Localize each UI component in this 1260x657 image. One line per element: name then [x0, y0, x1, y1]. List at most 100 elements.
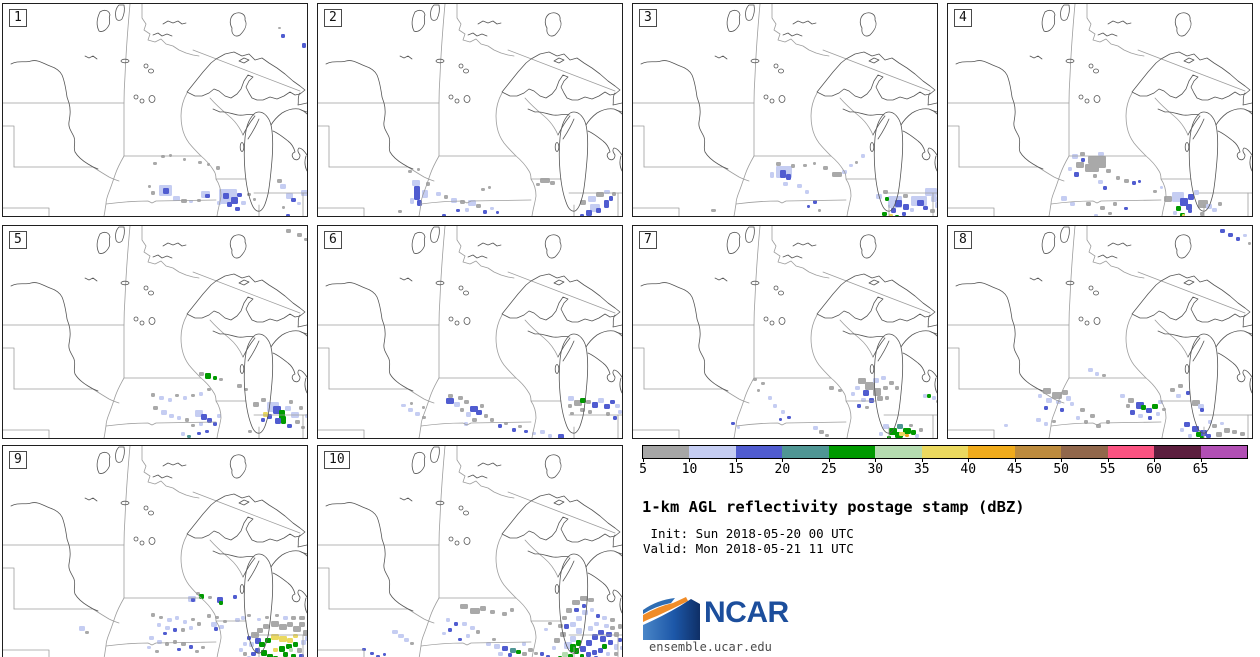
reflectivity-echo [858, 378, 866, 384]
colorbar-tick [735, 459, 737, 462]
colorbar-tick-label: 10 [681, 462, 698, 477]
reflectivity-echo [873, 388, 881, 396]
reflectivity-echo [582, 604, 586, 608]
reflectivity-echo [791, 164, 795, 168]
reflectivity-echo [1188, 194, 1194, 200]
reflectivity-echo [768, 396, 772, 400]
reflectivity-echo [865, 382, 875, 390]
member-panel-9: 9 [2, 445, 308, 657]
reflectivity-echo [470, 608, 480, 614]
reflectivity-echo [458, 638, 462, 641]
reflectivity-echo [882, 212, 887, 216]
reflectivity-echo [813, 162, 816, 165]
reflectivity-echo [1236, 237, 1240, 241]
reflectivity-echo [618, 624, 622, 629]
reflectivity-echo [191, 424, 195, 427]
reflectivity-echo [932, 396, 936, 400]
reflectivity-echo [564, 624, 569, 629]
reflectivity-echo [173, 640, 177, 644]
reflectivity-echo [286, 193, 293, 199]
reflectivity-echo [1076, 162, 1084, 168]
reflectivity-echo [1200, 212, 1204, 216]
reflectivity-echo [492, 638, 496, 641]
reflectivity-echo [604, 200, 609, 208]
colorbar-tick [1154, 459, 1156, 462]
reflectivity-echo [168, 398, 172, 402]
reflectivity-echo [711, 209, 716, 212]
reflectivity-echo [849, 164, 853, 167]
reflectivity-echo [1080, 408, 1085, 412]
ncar-swoosh-icon [643, 597, 700, 640]
reflectivity-echo [301, 640, 306, 645]
reflectivity-echo [1216, 432, 1222, 437]
reflectivity-echo [195, 650, 199, 653]
reflectivity-echo [1188, 209, 1192, 213]
reflectivity-echo [832, 172, 842, 177]
reflectivity-echo [476, 630, 480, 634]
reflectivity-echo [483, 210, 487, 214]
reflectivity-echo [1170, 388, 1175, 392]
reflectivity-echo [163, 632, 167, 635]
reflectivity-echo [1184, 422, 1190, 427]
map-canvas [3, 226, 307, 438]
reflectivity-echo [562, 652, 568, 657]
reflectivity-echo [267, 654, 273, 657]
reflectivity-echo [574, 608, 579, 612]
colorbar-segment [643, 446, 690, 458]
reflectivity-echo [1186, 391, 1190, 395]
reflectivity-echo [857, 404, 861, 408]
reflectivity-echo [522, 652, 527, 656]
colorbar-segment [968, 446, 1015, 458]
reflectivity-echo [614, 644, 618, 650]
reflectivity-echo [466, 634, 470, 638]
reflectivity-echo [1046, 398, 1052, 403]
reflectivity-echo [510, 648, 516, 653]
reflectivity-echo [1228, 233, 1233, 237]
reflectivity-echo [1160, 186, 1163, 189]
reflectivity-echo [251, 652, 256, 656]
reflectivity-echo [165, 626, 170, 630]
reflectivity-echo [1218, 202, 1222, 206]
reflectivity-echo [588, 598, 594, 602]
reflectivity-echo [219, 378, 223, 381]
reflectivity-echo [1138, 180, 1141, 183]
reflectivity-echo [257, 628, 263, 633]
reflectivity-echo [287, 424, 292, 428]
reflectivity-echo [620, 646, 622, 650]
reflectivity-echo [606, 652, 610, 656]
reflectivity-echo [189, 626, 193, 630]
reflectivity-echo [558, 624, 563, 628]
reflectivity-echo [496, 211, 499, 214]
site-url: ensemble.ucar.edu [649, 640, 772, 654]
reflectivity-echo [897, 424, 903, 429]
reflectivity-echo [568, 654, 573, 657]
reflectivity-colorbar [642, 445, 1248, 459]
reflectivity-echo [161, 155, 165, 158]
reflectivity-echo [219, 625, 224, 629]
reflectivity-echo [253, 198, 256, 201]
reflectivity-echo [181, 199, 187, 203]
reflectivity-echo [614, 652, 618, 656]
reflectivity-echo [1060, 408, 1064, 412]
reflectivity-echo [528, 648, 533, 652]
reflectivity-echo [1100, 206, 1105, 210]
reflectivity-echo [805, 190, 809, 194]
reflectivity-echo [600, 636, 606, 642]
reflectivity-echo [895, 215, 899, 216]
reflectivity-echo [265, 616, 269, 619]
reflectivity-echo [248, 430, 252, 433]
reflectivity-echo [797, 184, 802, 188]
reflectivity-echo [261, 398, 266, 402]
reflectivity-echo [383, 653, 386, 656]
reflectivity-echo [1036, 418, 1041, 422]
reflectivity-echo [903, 194, 908, 198]
reflectivity-echo [297, 233, 302, 237]
reflectivity-echo [786, 174, 791, 180]
reflectivity-echo [855, 386, 860, 390]
reflectivity-echo [289, 400, 293, 404]
colorbar-tick-label: 20 [774, 462, 791, 477]
reflectivity-echo [522, 642, 526, 646]
reflectivity-echo [572, 600, 580, 605]
reflectivity-echo [1120, 394, 1125, 398]
reflectivity-echo [1116, 176, 1120, 180]
